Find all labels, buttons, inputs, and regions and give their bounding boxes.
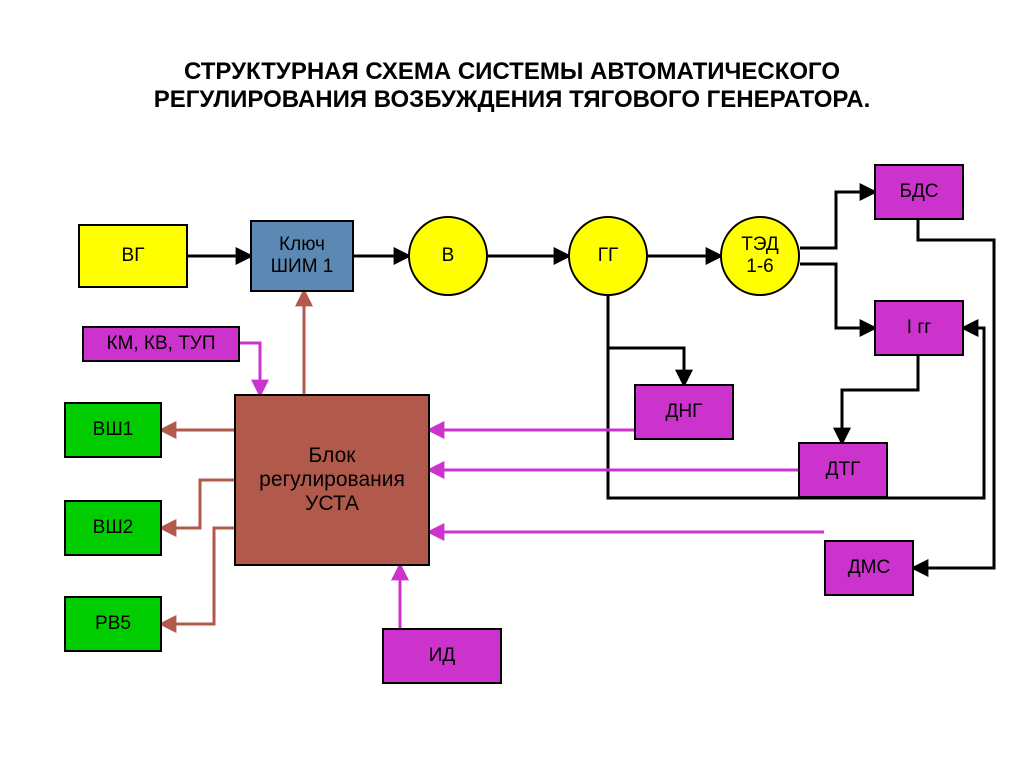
edge-7 — [608, 348, 684, 384]
node-vsh2: ВШ2 — [64, 500, 162, 556]
diagram-title: СТРУКТУРНАЯ СХЕМА СИСТЕМЫ АВТОМАТИЧЕСКОГ… — [0, 58, 1024, 114]
node-vsh1: ВШ1 — [64, 402, 162, 458]
node-gg: ГГ — [568, 216, 648, 296]
node-rv5: РВ5 — [64, 596, 162, 652]
edge-19 — [162, 528, 234, 624]
edge-18 — [162, 480, 234, 528]
edge-5 — [800, 264, 874, 328]
node-usta: БлокрегулированияУСТА — [234, 394, 430, 566]
node-vg: ВГ — [78, 224, 188, 288]
edge-4 — [800, 192, 874, 248]
node-v: В — [408, 216, 488, 296]
edge-10 — [914, 220, 994, 568]
node-dms: ДМС — [824, 540, 914, 596]
edge-9 — [842, 356, 918, 442]
node-igg: I гг — [874, 300, 964, 356]
node-ted: ТЭД1-6 — [720, 216, 800, 296]
edge-15 — [240, 343, 260, 394]
title-line-2: РЕГУЛИРОВАНИЯ ВОЗБУЖДЕНИЯ ТЯГОВОГО ГЕНЕР… — [0, 86, 1024, 114]
node-km: КМ, КВ, ТУП — [82, 326, 240, 362]
node-dng: ДНГ — [634, 384, 734, 440]
node-dtg: ДТГ — [798, 442, 888, 498]
node-key: КлючШИМ 1 — [250, 220, 354, 292]
node-bds: БДС — [874, 164, 964, 220]
node-id: ИД — [382, 628, 502, 684]
title-line-1: СТРУКТУРНАЯ СХЕМА СИСТЕМЫ АВТОМАТИЧЕСКОГ… — [0, 58, 1024, 86]
